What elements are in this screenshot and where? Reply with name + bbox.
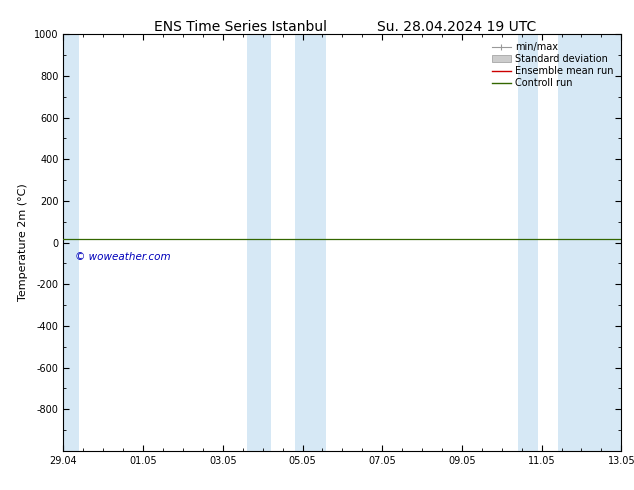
- Text: ENS Time Series Istanbul: ENS Time Series Istanbul: [155, 20, 327, 34]
- Bar: [295, 34, 327, 451]
- Bar: [557, 34, 621, 451]
- Text: © woweather.com: © woweather.com: [75, 252, 170, 262]
- Y-axis label: Temperature 2m (°C): Temperature 2m (°C): [18, 184, 29, 301]
- Bar: [63, 34, 79, 451]
- Legend: min/max, Standard deviation, Ensemble mean run, Controll run: min/max, Standard deviation, Ensemble me…: [489, 39, 616, 91]
- Bar: [518, 34, 538, 451]
- Bar: [247, 34, 271, 451]
- Text: Su. 28.04.2024 19 UTC: Su. 28.04.2024 19 UTC: [377, 20, 536, 34]
